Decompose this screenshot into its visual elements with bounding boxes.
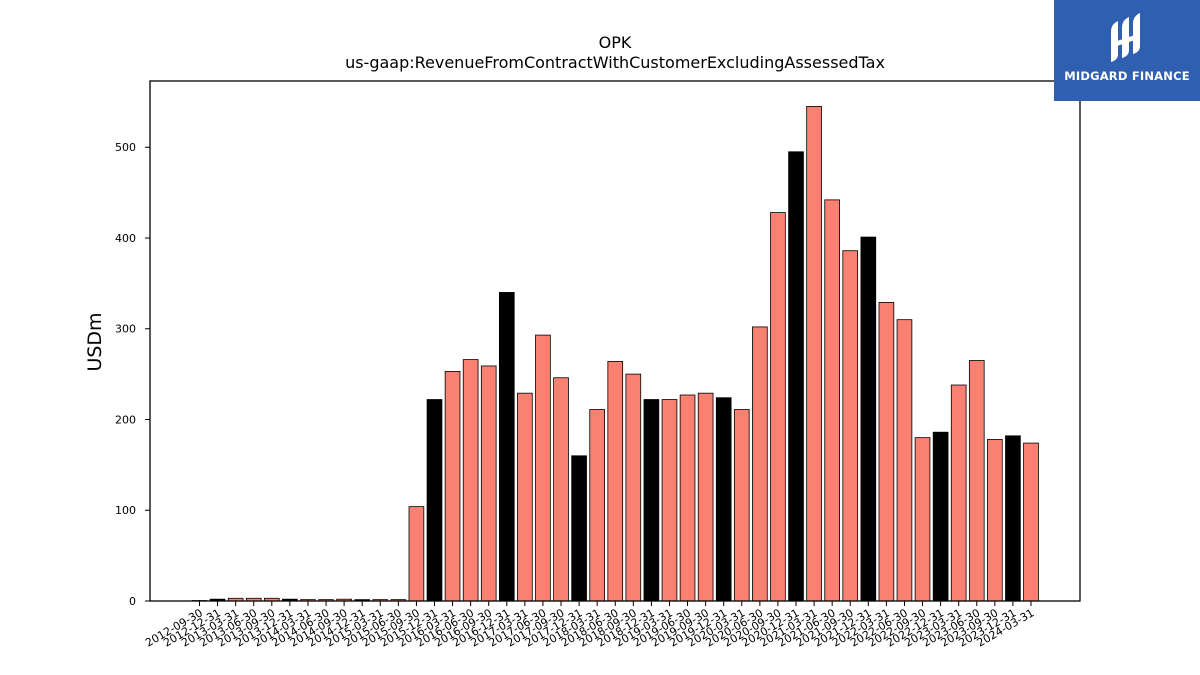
bar-2019-12-31 <box>715 397 732 602</box>
bar-2020-03-31 <box>733 409 750 602</box>
bar-2021-03-31 <box>806 106 822 602</box>
bar-2016-09-30 <box>480 365 497 602</box>
bar-2021-06-30 <box>824 199 840 602</box>
bar-2019-03-31 <box>661 399 678 602</box>
bar-2022-03-31 <box>878 302 895 602</box>
bar-2015-12-31 <box>426 399 443 602</box>
y-axis-label: USDm <box>84 312 106 371</box>
bar-2016-06-30 <box>462 359 479 602</box>
y-tick-label: 300 <box>115 323 136 336</box>
bar-2019-06-30 <box>679 394 696 602</box>
bars-group <box>191 106 1039 602</box>
brand-logo: MIDGARD FINANCE <box>1054 0 1200 101</box>
bar-2021-09-30 <box>842 250 859 602</box>
bar-2018-06-30 <box>607 361 624 602</box>
bar-2017-03-31 <box>517 392 533 602</box>
bar-2015-09-30 <box>408 506 425 602</box>
bar-2023-09-30 <box>987 439 1003 602</box>
chart-subtitle: us-gaap:RevenueFromContractWithCustomerE… <box>345 53 885 72</box>
bar-2016-12-31 <box>498 292 515 602</box>
bar-2018-12-31 <box>643 399 660 602</box>
y-tick-label: 100 <box>115 504 136 517</box>
bar-2022-09-30 <box>914 437 931 602</box>
y-tick-label: 500 <box>115 141 136 154</box>
bar-2017-09-30 <box>553 377 569 602</box>
y-axis-ticks: 0 100 200 300 400 500 <box>115 141 150 608</box>
bar-2020-09-30 <box>770 212 786 602</box>
bar-2018-09-30 <box>625 373 642 602</box>
y-tick-label: 0 <box>129 595 136 608</box>
y-tick-label: 200 <box>115 413 136 426</box>
bar-2016-03-31 <box>444 370 461 602</box>
bar-2023-03-31 <box>950 384 967 602</box>
bar-2018-03-31 <box>589 409 605 602</box>
bar-2023-12-31 <box>1005 435 1021 602</box>
bar-2017-12-31 <box>571 455 587 602</box>
midgard-logo-icon <box>1111 13 1140 62</box>
x-axis-ticks: 2012-09-302012-12-312013-03-312013-06-30… <box>143 601 1037 650</box>
bar-2023-06-30 <box>968 360 985 602</box>
chart-title: OPK <box>599 33 632 52</box>
bar-2020-06-30 <box>752 326 768 602</box>
bar-2022-06-30 <box>896 319 913 602</box>
y-tick-label: 400 <box>115 232 136 245</box>
bar-2024-03-31 <box>1023 442 1039 602</box>
bar-2019-09-30 <box>697 392 714 602</box>
bar-2021-12-31 <box>860 236 877 602</box>
plot-frame <box>149 80 1081 602</box>
bar-2017-06-30 <box>535 334 551 602</box>
bar-2022-12-31 <box>932 431 949 602</box>
brand-name: MIDGARD FINANCE <box>1064 69 1190 83</box>
bar-2020-12-31 <box>788 151 804 602</box>
